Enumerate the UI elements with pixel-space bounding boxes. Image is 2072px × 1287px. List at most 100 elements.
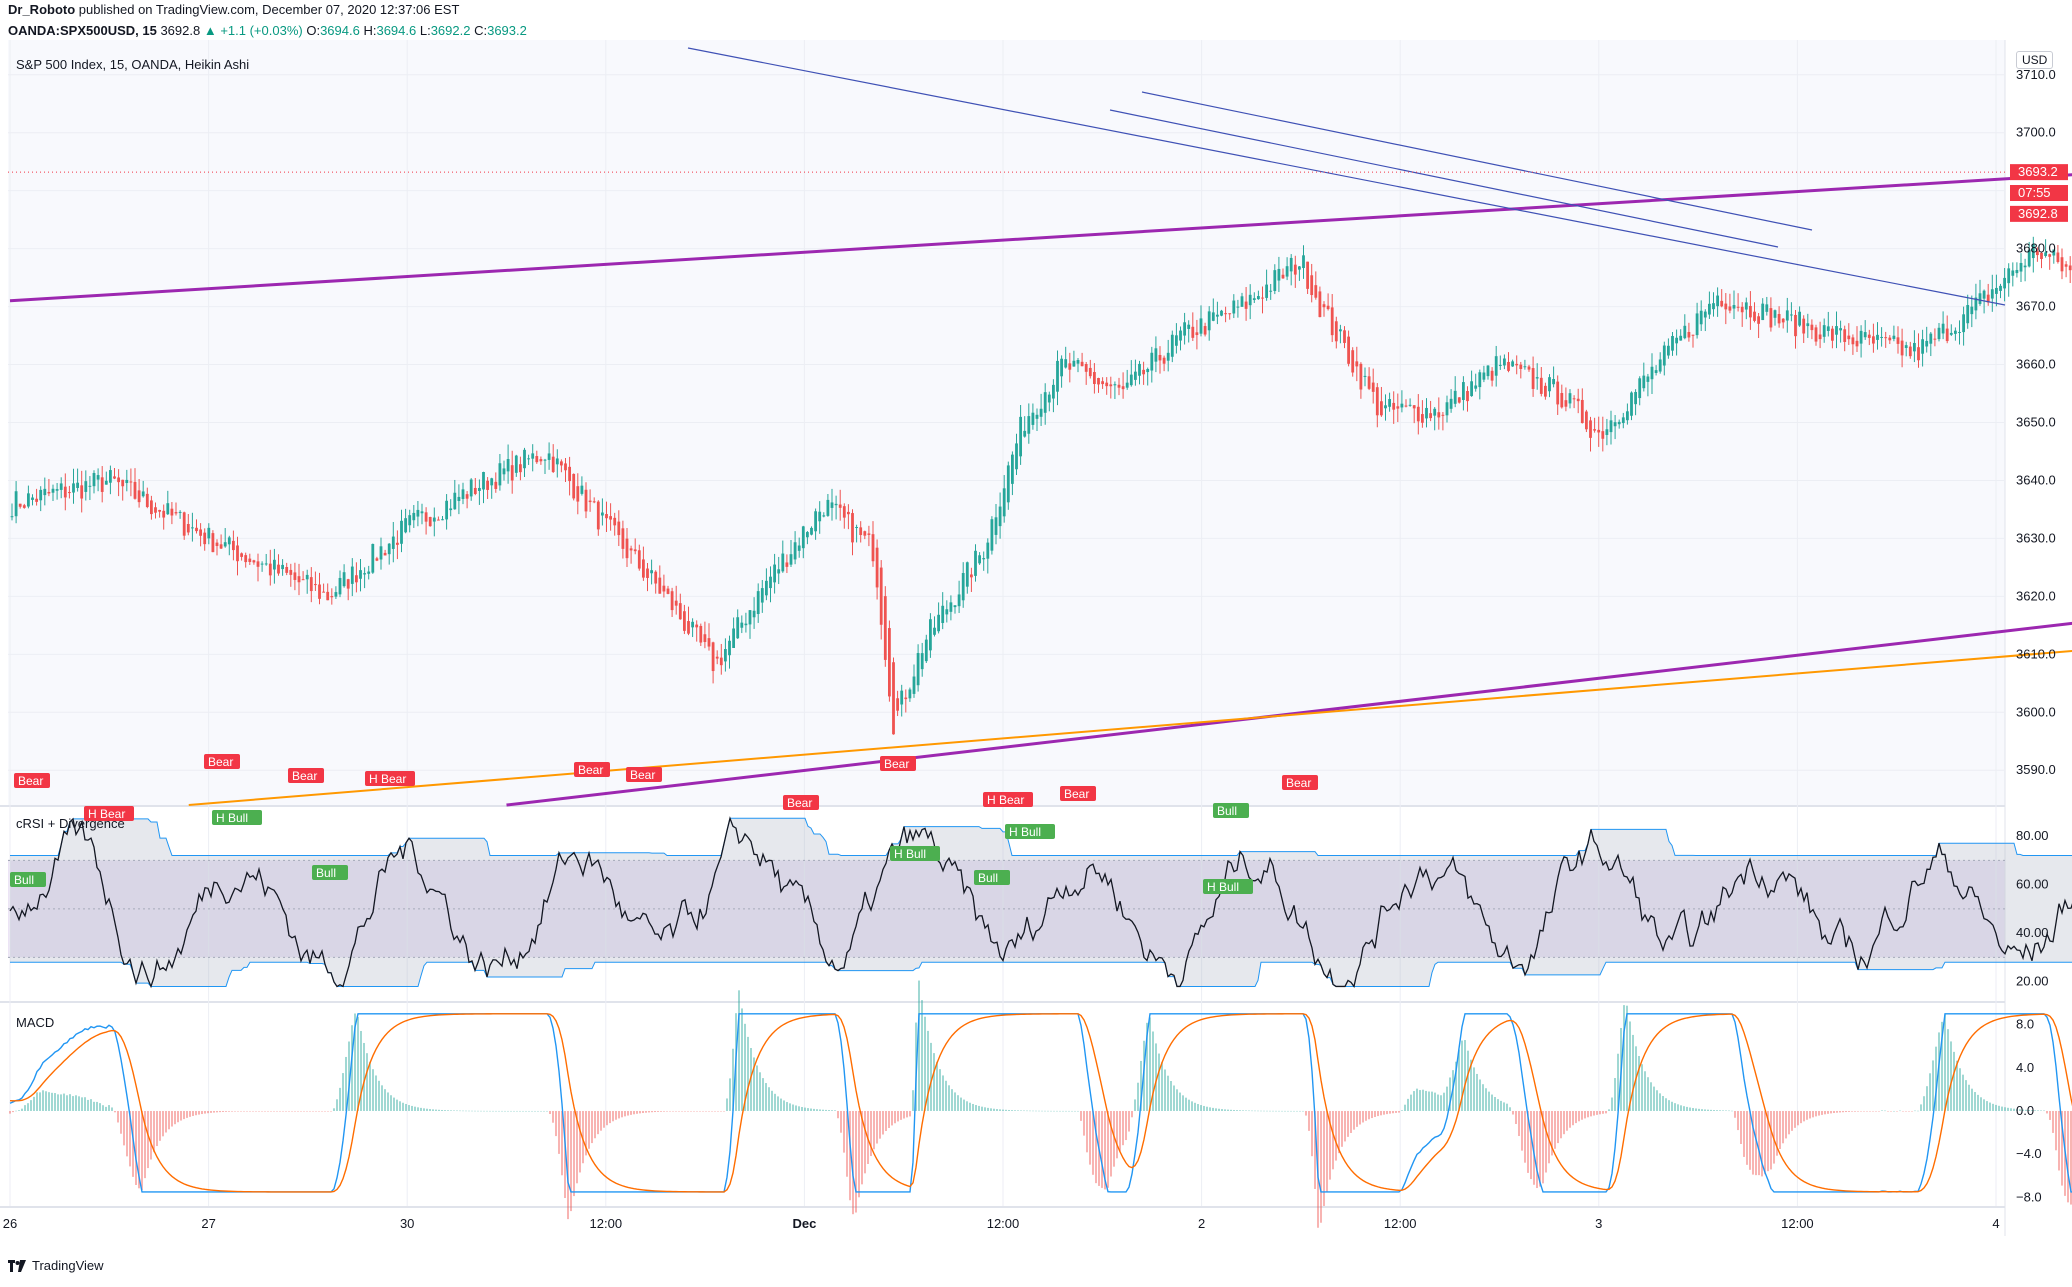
macd-hist-up bbox=[1725, 1110, 1727, 1111]
divergence-badge-bg bbox=[84, 806, 134, 821]
macd-hist-up bbox=[1944, 1014, 1946, 1111]
macd-hist-up bbox=[798, 1106, 800, 1111]
divergence-badge-text: Bear bbox=[18, 774, 43, 788]
candle-down bbox=[121, 479, 125, 487]
candle-down bbox=[564, 463, 567, 471]
macd-hist-down bbox=[267, 1110, 269, 1112]
candle-down bbox=[2060, 257, 2064, 272]
macd-hist-up bbox=[546, 1110, 548, 1112]
macd-hist-down bbox=[1575, 1110, 1577, 1124]
candle-up bbox=[1232, 300, 1236, 314]
candle-up bbox=[350, 566, 354, 584]
candle-up bbox=[961, 573, 965, 601]
divergence-badge-bg bbox=[880, 756, 916, 771]
candle-down bbox=[215, 542, 219, 547]
macd-hist-down bbox=[1395, 1110, 1397, 1113]
candle-up bbox=[990, 519, 994, 551]
candle-down bbox=[186, 524, 190, 533]
candle-down bbox=[510, 465, 514, 481]
divergence-badge-text: H Bear bbox=[987, 793, 1024, 807]
candle-down bbox=[1158, 354, 1162, 361]
macd-hist-up bbox=[399, 1101, 401, 1111]
macd-hist-up bbox=[39, 1092, 41, 1111]
macd-hist-up bbox=[1995, 1104, 1997, 1111]
macd-hist-up bbox=[990, 1108, 992, 1111]
macd-hist-up bbox=[1998, 1105, 2000, 1111]
macd-hist-down bbox=[1359, 1110, 1361, 1125]
macd-hist-up bbox=[993, 1108, 995, 1111]
divergence-badge-text: Bear bbox=[884, 757, 909, 771]
macd-hist-up bbox=[783, 1100, 785, 1111]
candle-down bbox=[1380, 401, 1383, 416]
candle-up bbox=[1006, 465, 1010, 503]
macd-hist-up bbox=[1731, 1110, 1733, 1112]
candle-down bbox=[707, 638, 711, 647]
macd-hist-down bbox=[684, 1110, 686, 1112]
candle-up bbox=[363, 573, 366, 575]
macd-hist-up bbox=[345, 1056, 347, 1111]
candle-down bbox=[301, 579, 305, 581]
candle-down bbox=[1310, 275, 1314, 296]
candle-up bbox=[1970, 306, 1974, 315]
candle-down bbox=[1593, 429, 1596, 431]
macd-hist-up bbox=[51, 1092, 53, 1111]
macd-hist-down bbox=[1857, 1110, 1859, 1112]
candle-down bbox=[1359, 363, 1363, 390]
candle-up bbox=[1384, 405, 1387, 409]
macd-hist-down bbox=[717, 1110, 719, 1112]
macd-hist-up bbox=[447, 1110, 449, 1111]
candle-down bbox=[428, 516, 432, 527]
candle-down bbox=[133, 481, 137, 499]
candle-up bbox=[1568, 393, 1572, 404]
candle-up bbox=[1388, 399, 1391, 407]
macd-hist-down bbox=[618, 1110, 620, 1119]
macd-hist-up bbox=[2034, 1110, 2036, 1111]
macd-hist-down bbox=[219, 1110, 221, 1113]
candle-up bbox=[1790, 314, 1793, 316]
macd-hist-down bbox=[1377, 1110, 1379, 1117]
macd-hist-down bbox=[903, 1110, 905, 1119]
candle-down bbox=[1802, 318, 1806, 334]
macd-tick-label: 0.0 bbox=[2016, 1103, 2034, 1118]
candle-up bbox=[191, 527, 194, 529]
candle-down bbox=[145, 493, 149, 508]
macd-hist-up bbox=[54, 1093, 56, 1111]
macd-hist-up bbox=[1170, 1080, 1172, 1111]
candle-up bbox=[1470, 381, 1473, 397]
macd-hist-up bbox=[813, 1108, 815, 1111]
macd-hist-down bbox=[243, 1110, 245, 1112]
macd-hist-down bbox=[1596, 1110, 1598, 1115]
candle-down bbox=[867, 533, 871, 535]
macd-hist-down bbox=[1092, 1110, 1094, 1175]
macd-hist-up bbox=[1614, 1078, 1616, 1111]
candle-down bbox=[322, 591, 325, 593]
candle-down bbox=[68, 492, 71, 494]
candle-up bbox=[1277, 268, 1281, 281]
candle-up bbox=[1621, 417, 1625, 424]
candle-up bbox=[96, 475, 100, 480]
macd-hist-down bbox=[1581, 1110, 1583, 1120]
chart-canvas[interactable]: Bear Bull H Bear Bear H Bull Bear Bull H Bear Be… bbox=[0, 40, 2072, 1248]
macd-hist-up bbox=[1683, 1106, 1685, 1111]
author-name[interactable]: Dr_Roboto bbox=[8, 2, 76, 17]
macd-hist-down bbox=[2055, 1110, 2057, 1151]
macd-hist-down bbox=[153, 1110, 155, 1153]
candle-down bbox=[1421, 414, 1424, 423]
macd-hist-down bbox=[897, 1110, 899, 1122]
candle-up bbox=[1708, 303, 1711, 315]
candle-up bbox=[2027, 249, 2031, 267]
time-tick-label: 2 bbox=[1198, 1216, 1205, 1231]
candle-down bbox=[1560, 393, 1564, 408]
candle-up bbox=[1654, 370, 1658, 373]
currency-badge[interactable]: USD bbox=[2016, 51, 2054, 69]
bear-divergence-label: Bear bbox=[783, 795, 819, 810]
macd-hist-up bbox=[1680, 1105, 1682, 1111]
candle-down bbox=[1281, 274, 1285, 279]
candle-down bbox=[1580, 399, 1584, 424]
tradingview-footer[interactable]: TradingView bbox=[8, 1258, 104, 1273]
price-tick-label: 3680.0 bbox=[2016, 241, 2056, 256]
macd-hist-down bbox=[189, 1110, 191, 1117]
macd-hist-down bbox=[702, 1110, 704, 1112]
time-tick-label: Dec bbox=[792, 1216, 816, 1231]
divergence-badge-text: Bear bbox=[208, 755, 233, 769]
